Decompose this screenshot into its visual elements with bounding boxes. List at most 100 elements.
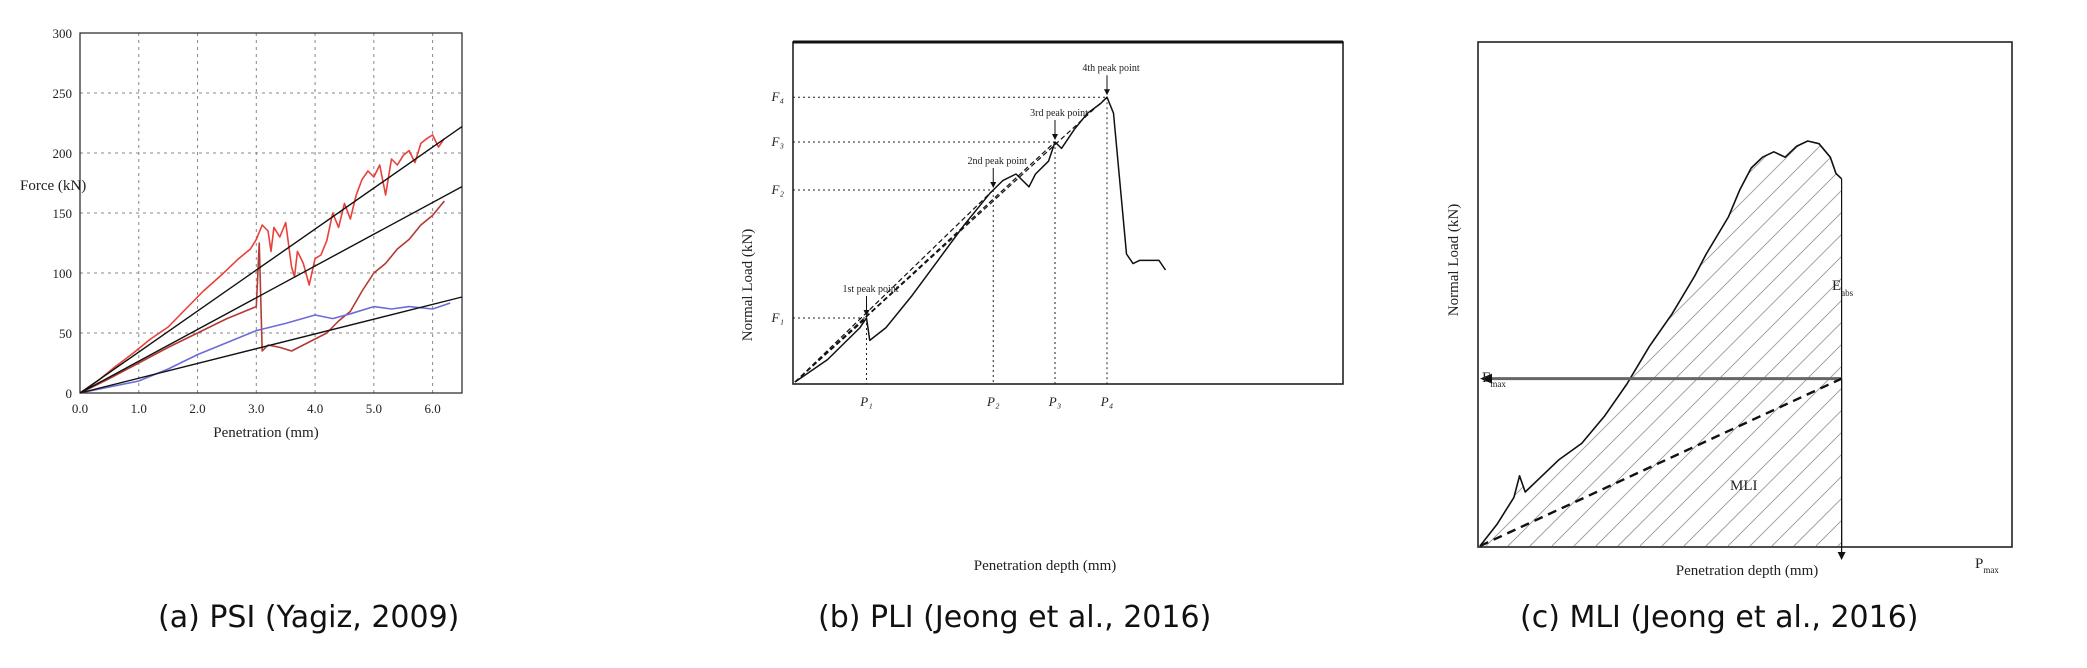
chart-b-load-curve [794, 96, 1167, 383]
chart-c-hatch-line [1480, 141, 1842, 546]
chart-a-series [79, 126, 463, 394]
chart-b-slope-line [794, 189, 994, 383]
chart-a-series-line [79, 296, 463, 394]
chart-b-annotation-arrowhead [863, 310, 870, 316]
chart-a-series-line [79, 134, 446, 394]
chart-c-hatch-line [1771, 141, 1842, 546]
chart-c-hatch-line [1480, 141, 1635, 546]
chart-a-ytick: 150 [53, 206, 73, 221]
chart-a-xtick: 3.0 [248, 401, 264, 416]
chart-a-xtick: 2.0 [189, 401, 205, 416]
chart-b-ytick: F₂ [771, 182, 785, 197]
chart-c-hatch-line [1837, 141, 1842, 546]
chart-b-ytick: F₁ [771, 310, 784, 325]
chart-c-hatch-line [1480, 141, 1613, 546]
chart-b: P₁ P₂ P₃ P₄ F₁ F₂ F₃ F₄ 1st peak point 2nd peak… [740, 40, 1344, 574]
chart-c-series [1479, 140, 1846, 560]
chart-c-hatch-line [1480, 141, 1569, 546]
chart-a-ytick: 250 [53, 86, 73, 101]
chart-a-ytick: 50 [59, 326, 72, 341]
chart-b-annotation-arrowhead [1104, 89, 1110, 96]
chart-a-series-line [79, 185, 463, 394]
chart-c-pmax-label: Pmax [1975, 556, 1999, 575]
chart-c-hatch-line [1529, 141, 1842, 546]
caption-a: (a) PSI (Yagiz, 2009) [158, 600, 460, 635]
chart-c: Fmax Pmax Eabs MLI Penetration depth (mm… [1446, 41, 2087, 579]
chart-c-hatch-line [1573, 141, 1842, 546]
chart-c-hatch-line [1661, 141, 1842, 546]
chart-c-hatch-line [1749, 141, 1842, 546]
chart-b-xticks: P₁ P₂ P₃ P₄ [859, 394, 1113, 409]
caption-b: (b) PLI (Jeong et al., 2016) [818, 600, 1212, 635]
chart-b-guides [793, 96, 1108, 384]
chart-c-hatch-line [1507, 141, 1842, 546]
chart-a: 0.0 1.0 2.0 3.0 4.0 5.0 6.0 0 50 100 150 200 250 300… [20, 26, 463, 441]
chart-c-hatch-line [1480, 141, 1547, 546]
chart-a-xlabel: Penetration (mm) [213, 425, 318, 441]
chart-b-annotation-arrowhead [1052, 134, 1058, 140]
chart-b-annotation: 1st peak point [842, 284, 898, 295]
chart-c-hatch-line [1970, 46, 2087, 546]
chart-c-eabs-label: Eabs [1832, 278, 1854, 298]
chart-c-hatch-line [1882, 46, 2087, 546]
chart-a-series-line [79, 200, 445, 394]
chart-c-hatch-line [1926, 46, 2087, 546]
chart-c-hatch-line [1480, 141, 1745, 546]
chart-c-hatch-line [1683, 141, 1842, 546]
chart-c-hatch-line [1480, 141, 1767, 546]
chart-c-hatch-line [1793, 141, 1842, 546]
chart-c-fmax-label: Fmax [1482, 370, 1506, 389]
chart-b-ytick: F₃ [771, 134, 784, 149]
chart-c-fmax-arrowhead [1480, 373, 1492, 384]
chart-c-hatch-line [1992, 46, 2087, 546]
chart-c-hatch-line [1727, 141, 1842, 546]
chart-c-hatch-line [1480, 141, 1842, 546]
chart-a-ytick: 200 [53, 146, 73, 161]
chart-b-xtick: P₄ [1100, 394, 1114, 409]
chart-b-ytick: F₄ [771, 89, 785, 104]
chart-c-hatch-line [1480, 141, 1591, 546]
chart-c-hatch-line [1551, 141, 1842, 546]
chart-a-xtick: 4.0 [307, 401, 323, 416]
chart-c-hatch-line [1480, 141, 1723, 546]
chart-c-hatch-line [1480, 141, 1842, 546]
chart-c-frame [1477, 41, 2013, 548]
chart-b-xlabel: Penetration depth (mm) [974, 558, 1116, 574]
chart-b-annotation-arrowhead [990, 182, 997, 188]
chart-c-hatch-line [1480, 141, 1789, 546]
chart-b-series [794, 96, 1167, 383]
chart-a-yticks: 0 50 100 150 200 250 300 [53, 26, 73, 401]
chart-c-hatch-line [1617, 141, 1842, 546]
chart-b-xtick: P₁ [859, 394, 872, 409]
chart-b-yticks: F₁ F₂ F₃ F₄ [771, 89, 785, 325]
chart-b-xtick: P₃ [1048, 394, 1061, 409]
chart-b-annotation: 2nd peak point [968, 156, 1028, 167]
chart-c-hatch-line [2014, 46, 2087, 546]
chart-c-xlabel: Penetration depth (mm) [1676, 563, 1818, 579]
chart-b-annotation: 3rd peak point [1030, 108, 1088, 119]
chart-c-hatch-line [1860, 46, 2087, 546]
chart-a-ytick: 0 [66, 386, 73, 401]
chart-a-ytick: 300 [53, 26, 73, 41]
chart-c-hatch-line [1480, 141, 1503, 546]
chart-a-xtick: 1.0 [131, 401, 147, 416]
chart-c-hatch-line [1595, 141, 1842, 546]
chart-a-grid [80, 33, 462, 393]
chart-c-hatch-line [1480, 141, 1811, 546]
chart-b-xtick: P₂ [986, 394, 1000, 409]
chart-c-hatch-line [1480, 141, 1833, 546]
chart-b-ylabel: Normal Load (kN) [740, 229, 756, 341]
chart-c-hatch-line [1480, 141, 1679, 546]
chart-a-ytick: 100 [53, 266, 73, 281]
chart-c-hatch [1480, 46, 2087, 546]
chart-c-hatch-line [1480, 141, 1481, 546]
chart-c-pmax-arrowhead [1837, 552, 1846, 560]
chart-a-xtick: 5.0 [366, 401, 382, 416]
chart-a-xticks: 0.0 1.0 2.0 3.0 4.0 5.0 6.0 [72, 401, 441, 416]
chart-c-hatch-line [1639, 141, 1842, 546]
chart-c-load-curve [1479, 140, 1843, 547]
chart-c-hatch-line [1485, 141, 1842, 546]
chart-c-hatch-line [1904, 46, 2087, 546]
chart-b-annotations: 1st peak point 2nd peak point 3rd peak poi… [842, 63, 1140, 316]
chart-a-ylabel: Force (kN) [20, 178, 86, 194]
